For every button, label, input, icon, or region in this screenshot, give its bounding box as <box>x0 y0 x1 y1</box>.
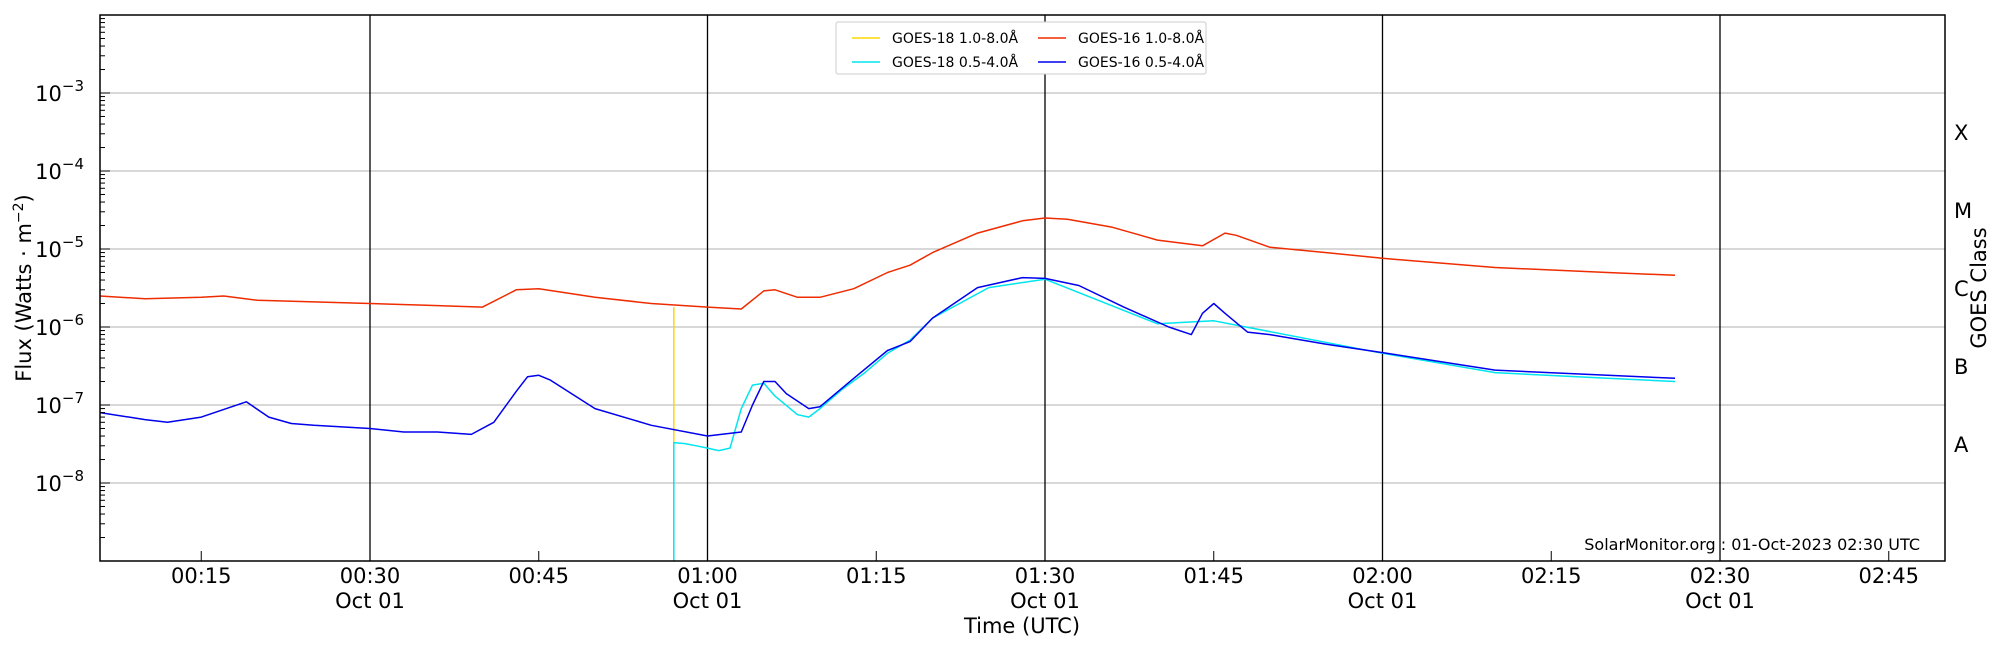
y-axis-title-close: ) <box>12 194 36 202</box>
y-tick-exponent: −3 <box>62 77 84 95</box>
y-tick-base: 10 <box>35 82 62 106</box>
y-tick-exponent: −8 <box>62 467 84 485</box>
x-tick-label: 01:30 <box>1015 564 1076 588</box>
goes-class-label: M <box>1954 199 1972 223</box>
legend-box <box>835 21 1207 75</box>
x-tick-label: 02:00 <box>1352 564 1413 588</box>
goes-class-label: B <box>1954 355 1968 379</box>
goes-class-axis-title: GOES Class <box>1967 227 1991 348</box>
y-tick-base: 10 <box>35 472 62 496</box>
axis-ticks <box>100 18 1890 562</box>
series-lines <box>99 217 1676 561</box>
x-tick-label: 00:45 <box>508 564 569 588</box>
series-line <box>99 217 1676 310</box>
y-tick-base: 10 <box>35 316 62 340</box>
goes-class-label: C <box>1954 277 1969 301</box>
series-line <box>673 278 1676 561</box>
plot-frame <box>99 14 1946 562</box>
y-tick-exponent: −5 <box>62 233 84 251</box>
y-tick-base: 10 <box>35 394 62 418</box>
y-tick-label: 10−6 <box>35 311 84 340</box>
x-tick-date-label: Oct 01 <box>1348 589 1418 613</box>
y-axis-title-main: Flux (Watts · m <box>12 223 36 382</box>
legend-entry: GOES-18 0.5-4.0Å <box>892 54 1018 71</box>
solarmonitor-annotation: SolarMonitor.org : 01-Oct-2023 02:30 UTC <box>1584 535 1920 554</box>
y-tick-exponent: −4 <box>62 155 84 173</box>
legend-entry: GOES-16 0.5-4.0Å <box>1078 54 1204 71</box>
y-axis-title: Flux (Watts · m−2) <box>11 194 36 382</box>
x-tick-date-label: Oct 01 <box>1685 589 1755 613</box>
y-tick-exponent: −7 <box>62 389 84 407</box>
x-tick-label: 02:45 <box>1858 564 1919 588</box>
x-tick-label: 01:45 <box>1183 564 1244 588</box>
x-tick-label: 02:15 <box>1521 564 1582 588</box>
goes-class-labels: A B C M X <box>1954 121 1972 457</box>
y-tick-base: 10 <box>35 160 62 184</box>
series-line <box>99 276 1676 437</box>
y-tick-label: 10−7 <box>35 389 84 418</box>
y-tick-label: 10−3 <box>35 77 84 106</box>
y-tick-label: 10−5 <box>35 233 84 262</box>
x-tick-label: 01:15 <box>846 564 907 588</box>
legend-entry: GOES-18 1.0-8.0Å <box>892 30 1018 47</box>
goes-class-label: A <box>1954 433 1969 457</box>
y-tick-exponent: −6 <box>62 311 84 329</box>
grid-lines <box>100 92 1945 484</box>
legend: GOES-18 1.0-8.0Å GOES-18 0.5-4.0Å GOES-16 … <box>835 21 1207 75</box>
x-tick-date-label: Oct 01 <box>1010 589 1080 613</box>
x-axis-title: Time (UTC) <box>963 614 1080 638</box>
x-tick-date-label: Oct 01 <box>335 589 405 613</box>
x-tick-label: 02:30 <box>1690 564 1751 588</box>
x-tick-date-label: Oct 01 <box>673 589 743 613</box>
x-tick-label: 01:00 <box>677 564 738 588</box>
y-tick-label: 10−8 <box>35 467 84 496</box>
date-boundary-lines <box>369 15 1721 561</box>
legend-entry: GOES-16 1.0-8.0Å <box>1078 30 1204 47</box>
goes-class-label: X <box>1954 121 1968 145</box>
y-tick-base: 10 <box>35 238 62 262</box>
x-tick-label: 00:30 <box>340 564 401 588</box>
x-tick-label: 00:15 <box>171 564 232 588</box>
y-tick-label: 10−4 <box>35 155 84 184</box>
y-axis-title-exponent: −2 <box>11 202 27 223</box>
